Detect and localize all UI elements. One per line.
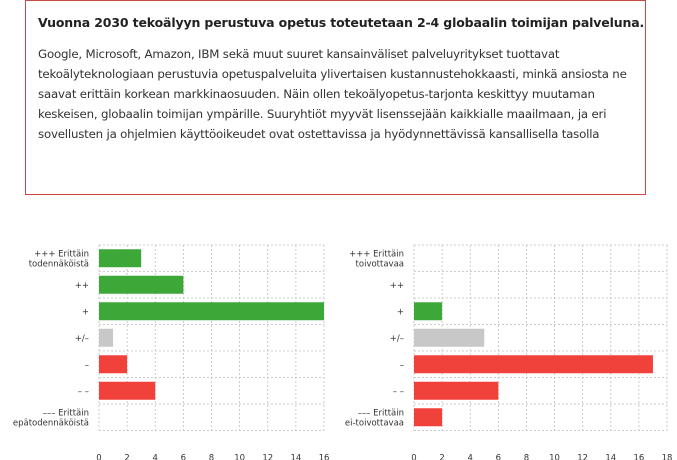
likelihood-tick-label: 16 — [319, 454, 330, 460]
likelihood-category-label: +++ Erittäin todennäköistä — [29, 249, 89, 269]
likelihood-category-label: + — [82, 307, 89, 317]
desirability-tick-label: 6 — [496, 454, 501, 460]
likelihood-bar — [99, 275, 184, 294]
likelihood-tick-label: 14 — [290, 454, 301, 460]
likelihood-category-label: +/– — [75, 334, 89, 344]
desirability-bar — [414, 302, 443, 321]
desirability-category-label: – – — [393, 387, 404, 397]
desirability-category-label: +++ Erittäin toivottavaa — [349, 249, 404, 269]
likelihood-tick-label: 12 — [262, 454, 273, 460]
desirability-category-label: + — [397, 307, 404, 317]
desirability-category-label: – — [400, 360, 404, 370]
desirability-bar — [414, 328, 485, 347]
desirability-tick-label: 4 — [468, 454, 473, 460]
likelihood-tick-label: 10 — [234, 454, 245, 460]
desirability-category-label: ++ — [390, 281, 404, 291]
desirability-tick-label: 14 — [605, 454, 616, 460]
desirability-tick-label: 18 — [662, 454, 673, 460]
likelihood-tick-label: 2 — [124, 454, 129, 460]
likelihood-chart: +++ Erittäin todennäköistä++++/––– –––– E… — [13, 244, 330, 460]
likelihood-bar — [99, 302, 324, 321]
desirability-tick-label: 10 — [549, 454, 560, 460]
likelihood-bar — [99, 355, 128, 374]
desirability-tick-label: 8 — [524, 454, 529, 460]
likelihood-tick-label: 0 — [96, 454, 101, 460]
desirability-tick-label: 2 — [439, 454, 444, 460]
scenario-title: Vuonna 2030 tekoälyyn perustuva opetus t… — [38, 15, 645, 30]
likelihood-bar — [99, 381, 156, 400]
desirability-bar — [414, 381, 499, 400]
desirability-tick-label: 0 — [411, 454, 416, 460]
likelihood-tick-label: 4 — [153, 454, 158, 460]
desirability-chart: +++ Erittäin toivottavaa++++/––– –––– Eri… — [345, 244, 673, 460]
desirability-bar — [414, 355, 653, 374]
desirability-bar — [414, 408, 443, 427]
desirability-category-label: +/– — [390, 334, 404, 344]
desirability-category-label: ––– Erittäin ei-toivottavaa — [345, 408, 404, 428]
scenario-info-box: Vuonna 2030 tekoälyyn perustuva opetus t… — [25, 0, 646, 195]
likelihood-bar — [99, 249, 142, 268]
desirability-tick-label: 16 — [633, 454, 644, 460]
desirability-tick-label: 12 — [577, 454, 588, 460]
likelihood-category-label: – — [85, 360, 89, 370]
likelihood-category-label: ++ — [75, 281, 89, 291]
likelihood-category-label: – – — [78, 387, 89, 397]
likelihood-bar — [99, 328, 114, 347]
likelihood-category-label: ––– Erittäin epätodennäköistä — [13, 408, 89, 428]
likelihood-tick-label: 6 — [181, 454, 186, 460]
scenario-description: Google, Microsoft, Amazon, IBM sekä muut… — [38, 47, 627, 141]
likelihood-tick-label: 8 — [209, 454, 214, 460]
